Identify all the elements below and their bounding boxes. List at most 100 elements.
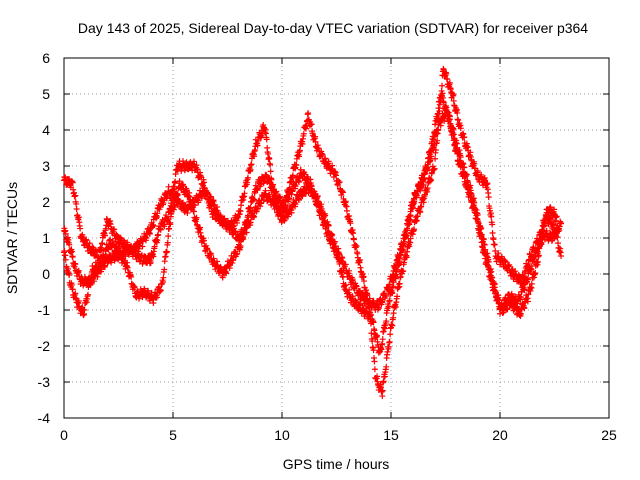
y-tick-label: 4 (42, 122, 50, 138)
data-point (474, 167, 481, 174)
data-point (315, 202, 322, 209)
data-point (312, 133, 319, 140)
data-point (472, 209, 479, 216)
data-point (350, 230, 357, 237)
data-point (314, 193, 321, 200)
data-point (296, 197, 303, 203)
data-point (424, 185, 431, 192)
data-point (83, 236, 90, 243)
data-point (428, 147, 435, 154)
data-point (414, 213, 421, 220)
data-point (411, 198, 418, 205)
data-point (266, 155, 273, 162)
data-point (390, 279, 397, 286)
data-point (417, 209, 424, 216)
data-point (131, 283, 138, 290)
data-point (258, 132, 265, 139)
data-point (371, 366, 378, 373)
data-point (172, 178, 179, 185)
data-point (506, 261, 513, 268)
data-point (75, 297, 82, 304)
data-point (434, 137, 441, 144)
data-point (95, 253, 102, 260)
data-point (223, 270, 230, 277)
data-point (150, 253, 157, 260)
data-point (180, 181, 187, 188)
data-point (521, 275, 528, 282)
data-point (75, 214, 82, 221)
data-point (558, 220, 565, 227)
data-point (151, 243, 158, 250)
data-point (336, 260, 343, 267)
data-point (528, 280, 535, 287)
data-point (431, 165, 438, 172)
data-point (274, 199, 281, 206)
data-point (230, 222, 237, 229)
data-point (385, 303, 392, 310)
data-point (66, 271, 73, 278)
data-point (319, 151, 326, 158)
x-tick-label: 0 (60, 427, 68, 443)
data-point (237, 242, 244, 249)
data-point (157, 287, 164, 294)
data-point (99, 240, 106, 247)
data-point (147, 259, 154, 266)
data-point (234, 219, 241, 226)
data-point (150, 222, 157, 229)
data-point (342, 281, 349, 288)
y-tick-label: -2 (38, 338, 51, 354)
y-tick-label: -1 (38, 302, 51, 318)
data-point (517, 294, 524, 301)
data-point (312, 192, 319, 199)
data-point (72, 192, 79, 199)
data-point (431, 128, 438, 135)
data-point (353, 242, 360, 249)
data-point (403, 232, 410, 239)
data-point (357, 257, 364, 264)
data-point (200, 179, 207, 186)
data-point (66, 241, 73, 248)
data-point (240, 236, 247, 243)
data-point (234, 250, 241, 257)
data-point (474, 218, 481, 225)
data-point (207, 250, 214, 257)
data-point (488, 213, 495, 220)
data-point (308, 183, 315, 190)
data-point (371, 358, 378, 365)
data-point (286, 185, 293, 192)
data-point (400, 268, 407, 275)
data-point (547, 204, 554, 211)
data-point (168, 197, 175, 204)
data-point (279, 217, 285, 224)
data-point (379, 387, 386, 394)
data-point (407, 235, 414, 242)
data-point (340, 189, 347, 196)
data-point (111, 226, 118, 233)
data-point (128, 273, 135, 280)
data-point (396, 280, 403, 287)
data-point (154, 210, 161, 217)
data-point (329, 236, 336, 243)
data-point (485, 194, 492, 201)
data-point (289, 172, 296, 179)
data-point (98, 261, 105, 268)
data-point (84, 291, 91, 298)
data-point (369, 338, 376, 345)
data-point (558, 253, 565, 259)
data-point (200, 237, 207, 244)
data-point (485, 266, 492, 273)
data-point (495, 292, 502, 299)
data-point (450, 131, 457, 138)
data-point (299, 140, 306, 147)
y-tick-label: 5 (42, 86, 50, 102)
data-point (251, 214, 258, 221)
data-point (243, 229, 250, 236)
data-point (62, 230, 69, 237)
data-point (237, 208, 244, 215)
data-point (69, 286, 76, 293)
data-point (386, 297, 393, 304)
data-point (308, 121, 315, 128)
data-point (535, 252, 542, 259)
data-point (248, 161, 255, 168)
data-point (336, 179, 343, 186)
